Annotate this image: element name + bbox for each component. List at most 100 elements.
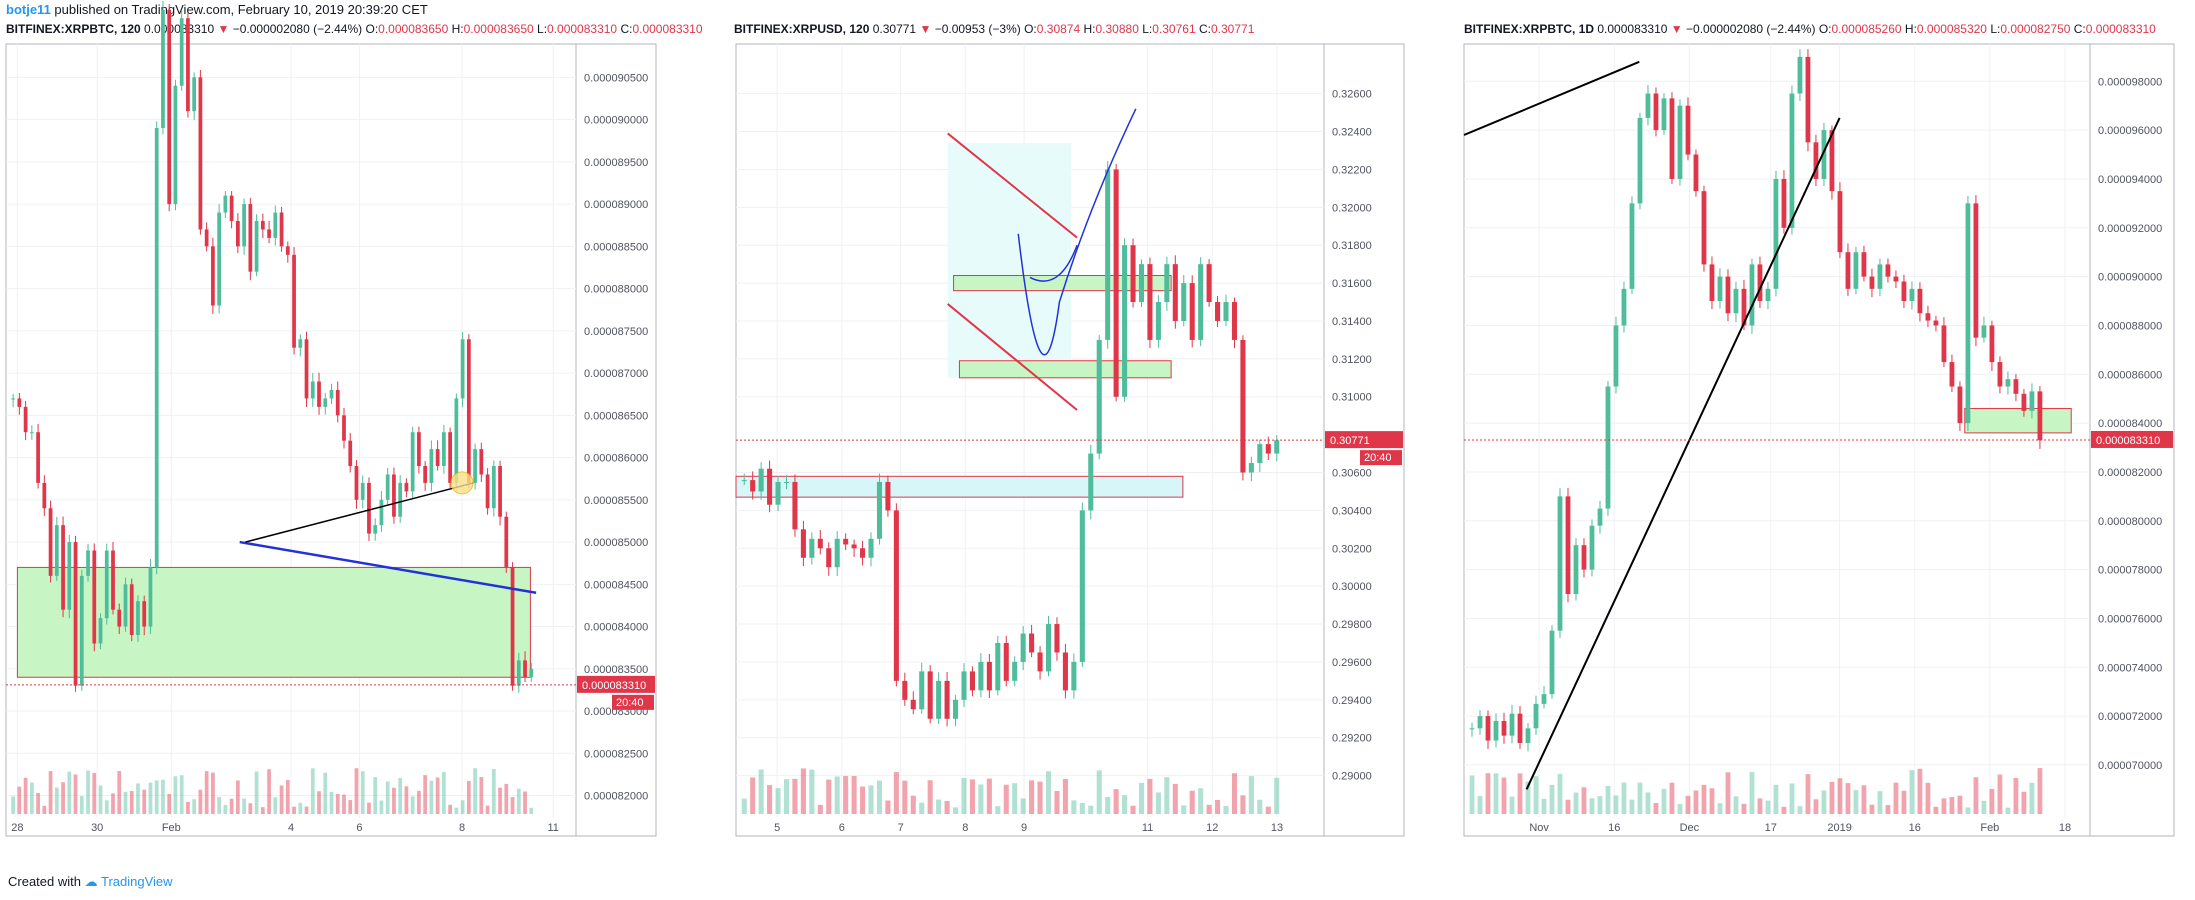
volume-bar <box>1797 806 1803 814</box>
volume-bar <box>192 799 197 814</box>
high-value: 0.30880 <box>1095 22 1139 36</box>
open-value: 0.000083650 <box>378 22 449 36</box>
candle-body <box>1477 716 1483 729</box>
last-value: 0.000083310 <box>1597 22 1668 36</box>
candle-body <box>944 680 950 719</box>
symbol-label[interactable]: BITFINEX:XRPUSD, 120 <box>734 22 870 36</box>
candle-body <box>98 618 103 644</box>
x-tick-label: 12 <box>1206 822 1218 834</box>
time-tag-label: 20:40 <box>616 697 644 709</box>
volume-bar <box>1533 776 1539 814</box>
volume-bar <box>423 775 428 814</box>
volume-bar <box>398 777 403 814</box>
volume-bar <box>1062 778 1068 814</box>
volume-bar <box>1757 798 1763 814</box>
candle-body <box>1669 98 1675 179</box>
y-tick-label: 0.32200 <box>1332 164 1372 176</box>
down-arrow-icon: ▼ <box>1670 22 1683 36</box>
candle-body <box>1885 264 1891 277</box>
author-link[interactable]: botje11 <box>6 2 51 17</box>
volume-bar <box>1525 781 1531 814</box>
candle-body <box>1248 463 1254 473</box>
y-tick-label: 0.000074000 <box>2098 662 2162 674</box>
volume-bar <box>2037 768 2043 814</box>
candle-body <box>223 195 228 213</box>
candle-body <box>843 538 849 545</box>
candle-body <box>1605 386 1611 509</box>
candle-body <box>1997 362 2003 387</box>
candle-body <box>1717 276 1723 302</box>
volume-bar <box>851 775 857 814</box>
y-tick-label: 0.30600 <box>1332 468 1372 480</box>
volume-bar <box>741 798 747 814</box>
x-tick-label: 30 <box>91 822 103 834</box>
volume-bar <box>1805 774 1811 814</box>
volume-bar <box>448 804 452 814</box>
tradingview-link[interactable]: TradingView <box>101 874 173 889</box>
candle-body <box>460 339 465 399</box>
volume-bar <box>1020 798 1026 814</box>
candle-body <box>1573 545 1579 595</box>
candle-body <box>919 671 925 710</box>
candle-body <box>775 481 781 505</box>
y-tick-label: 0.000085500 <box>584 495 648 507</box>
x-tick-label: 17 <box>1765 822 1777 834</box>
volume-bar <box>279 785 284 814</box>
volume-bar <box>42 805 47 814</box>
panel-frame <box>5 43 657 837</box>
panel-2-header: BITFINEX:XRPUSD, 120 0.30771 ▼ −0.00953 … <box>734 22 1254 36</box>
candle-body <box>1709 264 1715 302</box>
volume-bar <box>1741 803 1747 814</box>
volume-bar <box>775 788 781 814</box>
y-tick-label: 0.000083500 <box>584 664 648 676</box>
close-value: 0.30771 <box>1210 22 1255 36</box>
candle-body <box>1122 245 1128 397</box>
candle-body <box>1949 362 1955 387</box>
volume-bar <box>1565 799 1571 814</box>
candle-body <box>42 482 47 509</box>
volume-bar <box>454 807 459 814</box>
volume-bar <box>161 779 165 814</box>
candle-body <box>442 432 446 467</box>
volume-bar <box>868 785 874 814</box>
candle-body <box>2029 391 2035 411</box>
symbol-label[interactable]: BITFINEX:XRPBTC, 120 <box>6 22 141 36</box>
volume-bar <box>1925 782 1931 814</box>
volume-bar <box>860 786 866 814</box>
down-arrow-icon: ▼ <box>217 22 230 36</box>
symbol-label[interactable]: BITFINEX:XRPBTC, 1D <box>1464 22 1595 36</box>
candle-body <box>953 699 959 719</box>
y-tick-label: 0.000084000 <box>584 622 648 634</box>
volume-bar <box>1096 770 1102 814</box>
volume-bar <box>1997 774 2003 814</box>
volume-bar <box>173 776 178 814</box>
volume-bar <box>1589 798 1595 814</box>
candle-body <box>1645 93 1651 118</box>
candle-body <box>485 474 490 509</box>
y-tick-label: 0.30200 <box>1332 543 1372 555</box>
volume-bar <box>1581 787 1587 814</box>
candle-body <box>1925 313 1931 321</box>
y-tick-label: 0.000086000 <box>2098 369 2162 381</box>
y-tick-label: 0.000087500 <box>584 326 648 338</box>
candle-body <box>142 601 147 627</box>
candle-body <box>491 466 496 509</box>
candle-body <box>516 660 521 686</box>
panel-3-header: BITFINEX:XRPBTC, 1D 0.000083310 ▼ −0.000… <box>1464 22 2156 36</box>
price-tag-label: 0.000083310 <box>2096 435 2160 447</box>
volume-bar <box>800 768 806 814</box>
candle-body <box>1829 130 1835 192</box>
candle-body <box>1637 117 1643 204</box>
candle-body <box>260 220 265 230</box>
volume-bar <box>1893 782 1899 814</box>
candle-body <box>1096 339 1102 454</box>
volume-bar <box>229 798 234 814</box>
volume-bar <box>385 781 390 814</box>
volume-bar <box>485 805 490 814</box>
candle-body <box>17 398 22 407</box>
volume-bar <box>1645 792 1651 814</box>
candle-body <box>1223 302 1229 321</box>
candle-body <box>826 548 832 568</box>
volume-bar <box>211 772 215 814</box>
x-tick-label: 8 <box>962 822 968 834</box>
